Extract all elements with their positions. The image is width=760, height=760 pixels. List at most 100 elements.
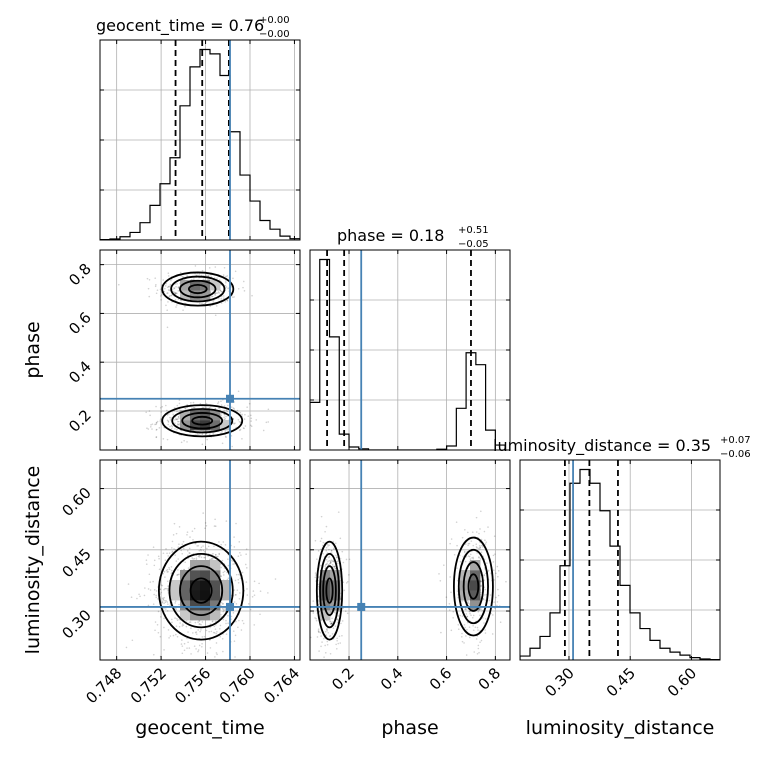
sample-point <box>160 299 162 301</box>
density-cell <box>220 580 231 591</box>
sample-point <box>338 635 341 638</box>
sample-point <box>201 269 204 272</box>
sample-point <box>166 292 168 294</box>
sample-point <box>215 632 218 635</box>
sample-point <box>200 549 202 552</box>
sample-point <box>471 531 474 533</box>
sample-point <box>177 415 180 418</box>
sample-point <box>329 635 332 637</box>
sample-point <box>237 419 240 421</box>
sample-point <box>483 622 485 624</box>
sample-point <box>226 571 228 574</box>
sample-point <box>342 607 344 610</box>
sample-point <box>340 622 342 625</box>
sample-point <box>207 275 210 277</box>
sample-point <box>472 557 475 560</box>
sample-point <box>480 580 482 583</box>
sample-point <box>214 266 217 268</box>
sample-point <box>484 543 487 545</box>
sample-point <box>232 563 235 565</box>
truth-marker <box>226 602 234 611</box>
sample-point <box>315 617 317 620</box>
sample-point <box>164 601 167 604</box>
contour-luminosity_distance-phase <box>467 573 480 600</box>
sample-point <box>484 599 487 602</box>
sample-point <box>167 420 170 422</box>
sample-point <box>240 554 242 556</box>
sample-point <box>168 289 171 292</box>
sample-point <box>459 614 462 617</box>
sample-point <box>146 277 149 280</box>
sample-point <box>335 643 337 646</box>
sample-point <box>203 556 205 559</box>
sample-point <box>209 406 212 408</box>
tick-label-x-geocent_time: 0.760 <box>216 664 259 707</box>
sample-point <box>170 279 172 282</box>
sample-point <box>183 568 185 571</box>
sample-point <box>330 552 333 554</box>
sample-point <box>222 602 224 605</box>
sample-point <box>333 548 335 551</box>
sample-point <box>201 443 204 446</box>
sample-point <box>203 550 206 553</box>
sample-point <box>242 427 245 429</box>
sample-point <box>201 406 203 408</box>
sample-point <box>166 409 168 412</box>
sample-point <box>479 546 482 549</box>
sample-point <box>224 607 226 610</box>
sample-point <box>461 640 464 643</box>
sample-point <box>171 547 173 549</box>
sample-point <box>327 545 329 547</box>
sample-point <box>233 562 236 565</box>
contour-luminosity_distance-phase <box>453 536 494 637</box>
sample-point <box>199 630 201 633</box>
sample-point <box>224 301 227 303</box>
tick-label-y-phase: 0.8 <box>65 260 95 290</box>
density-cell <box>210 420 221 431</box>
sample-point <box>481 609 484 612</box>
sample-point <box>497 588 499 591</box>
density-cell <box>170 590 181 601</box>
sample-point <box>204 556 206 559</box>
sample-point <box>174 617 176 619</box>
sample-point <box>160 591 163 594</box>
sample-point <box>168 295 170 298</box>
sample-point <box>225 520 228 522</box>
sample-point <box>163 570 166 573</box>
panel-data-1-0 <box>100 250 300 450</box>
density-cell <box>460 580 471 591</box>
sample-point <box>245 567 248 569</box>
sample-point <box>195 648 197 650</box>
sample-point <box>449 542 451 545</box>
sample-point <box>171 551 173 554</box>
sample-point <box>198 556 201 558</box>
sample-point <box>479 547 481 550</box>
sample-point <box>480 544 483 547</box>
sample-point <box>326 628 328 630</box>
sample-point <box>206 547 208 550</box>
sample-point <box>495 572 497 575</box>
sample-point <box>174 428 176 430</box>
sample-point <box>329 652 332 655</box>
sample-point <box>163 626 165 629</box>
sample-point <box>312 600 315 602</box>
sample-point <box>168 566 170 569</box>
sample-point <box>346 612 349 615</box>
sample-point <box>486 562 488 564</box>
sample-point <box>480 639 483 642</box>
sample-point <box>171 294 173 296</box>
contour-phase-geocent_time <box>191 415 214 426</box>
panel-data-2-2 <box>520 460 720 660</box>
sample-point <box>464 626 466 629</box>
sample-point <box>144 587 146 589</box>
sample-point <box>211 620 214 622</box>
sample-point <box>199 402 202 405</box>
sample-point <box>244 425 247 427</box>
sample-point <box>175 560 178 562</box>
sample-point <box>466 621 469 624</box>
sample-point <box>167 292 169 294</box>
sample-point <box>173 287 176 290</box>
sample-point <box>339 537 342 540</box>
sample-point <box>175 625 178 627</box>
